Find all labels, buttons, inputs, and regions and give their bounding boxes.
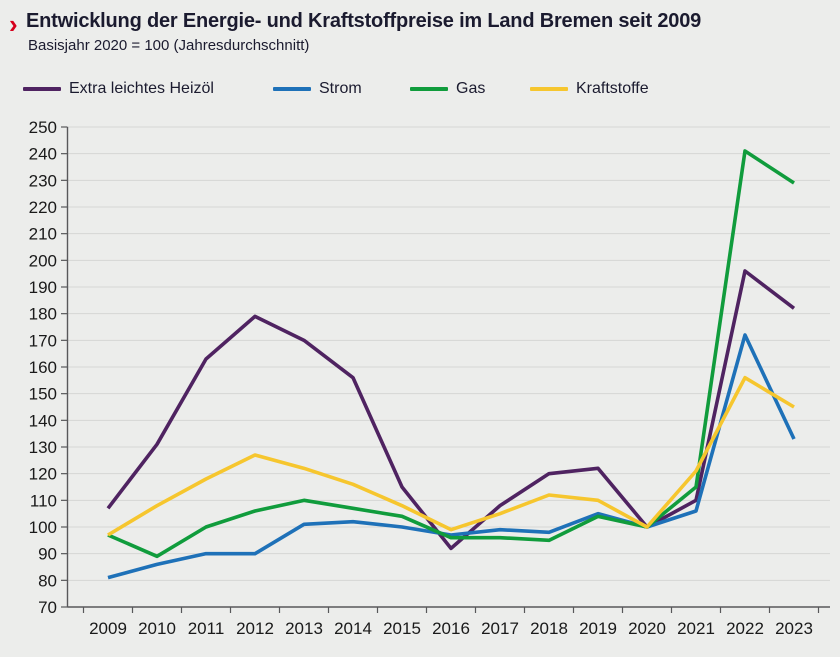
legend-swatch-kraftstoffe bbox=[530, 87, 568, 91]
y-tick-label: 200 bbox=[29, 251, 57, 270]
y-tick-label: 80 bbox=[38, 571, 57, 590]
y-tick-label: 250 bbox=[29, 118, 57, 137]
y-tick-label: 110 bbox=[30, 491, 57, 510]
y-tick-label: 100 bbox=[29, 518, 57, 537]
x-tick-label: 2017 bbox=[481, 619, 519, 638]
y-tick-label: 210 bbox=[29, 225, 57, 244]
legend-label-kraftstoffe: Kraftstoffe bbox=[576, 80, 649, 97]
gridlines bbox=[68, 126, 830, 581]
y-tick-label: 120 bbox=[29, 465, 57, 484]
legend-swatch-gas bbox=[410, 87, 448, 91]
y-tick-label: 160 bbox=[29, 358, 57, 377]
y-tick-label: 140 bbox=[29, 411, 57, 430]
axis-labels: 70 80 90 100 110 120 130 140 150 160 170 180 190 200 2… bbox=[29, 118, 813, 638]
x-tick-label: 2014 bbox=[334, 619, 372, 638]
chart-subtitle: Basisjahr 2020 = 100 (Jahresdurchschnitt… bbox=[28, 37, 310, 54]
axes bbox=[61, 126, 830, 613]
y-tick-label: 70 bbox=[38, 598, 57, 617]
x-tick-label: 2011 bbox=[188, 619, 225, 638]
x-tick-label: 2018 bbox=[530, 619, 568, 638]
legend-item-heizoel: Extra leichtes Heizöl bbox=[23, 80, 214, 98]
line-heizoel bbox=[106, 269, 796, 551]
y-tick-label: 150 bbox=[29, 385, 57, 404]
line-strom bbox=[107, 333, 796, 580]
line-gas bbox=[107, 149, 795, 559]
legend-swatch-heizoel bbox=[23, 87, 61, 91]
y-tick-label: 220 bbox=[29, 198, 57, 217]
y-tick-label: 240 bbox=[29, 145, 57, 164]
y-tick-label: 90 bbox=[38, 545, 57, 564]
x-tick-label: 2013 bbox=[285, 619, 323, 638]
legend-swatch-strom bbox=[273, 87, 311, 91]
x-tick-label: 2016 bbox=[432, 619, 470, 638]
y-tick-label: 180 bbox=[29, 305, 57, 324]
y-tick-label: 130 bbox=[29, 438, 57, 457]
legend-label-gas: Gas bbox=[456, 80, 486, 97]
y-tick-label: 170 bbox=[29, 331, 57, 350]
x-tick-label: 2022 bbox=[726, 619, 764, 638]
chart-legend: Extra leichtes Heizöl Strom Gas Kraftsto… bbox=[0, 80, 840, 98]
legend-label-heizoel: Extra leichtes Heizöl bbox=[69, 80, 214, 97]
x-tick-label: 2023 bbox=[775, 619, 813, 638]
y-tick-label: 230 bbox=[29, 171, 57, 190]
x-tick-label: 2019 bbox=[579, 619, 617, 638]
series-lines bbox=[106, 149, 796, 580]
x-tick-label: 2009 bbox=[89, 619, 127, 638]
legend-item-gas: Gas bbox=[410, 80, 485, 98]
line-kraftstoffe bbox=[107, 375, 795, 537]
x-tick-label: 2020 bbox=[628, 619, 666, 638]
accent-chevron-icon: › bbox=[9, 9, 18, 39]
x-tick-label: 2021 bbox=[677, 619, 715, 638]
legend-label-strom: Strom bbox=[319, 80, 362, 97]
legend-item-strom: Strom bbox=[273, 80, 362, 98]
chart-title: Entwicklung der Energie- und Kraftstoffp… bbox=[26, 10, 702, 32]
x-tick-label: 2012 bbox=[236, 619, 274, 638]
y-tick-label: 190 bbox=[29, 278, 57, 297]
x-tick-label: 2015 bbox=[383, 619, 421, 638]
x-tick-label: 2010 bbox=[138, 619, 176, 638]
legend-item-kraftstoffe: Kraftstoffe bbox=[530, 80, 649, 98]
